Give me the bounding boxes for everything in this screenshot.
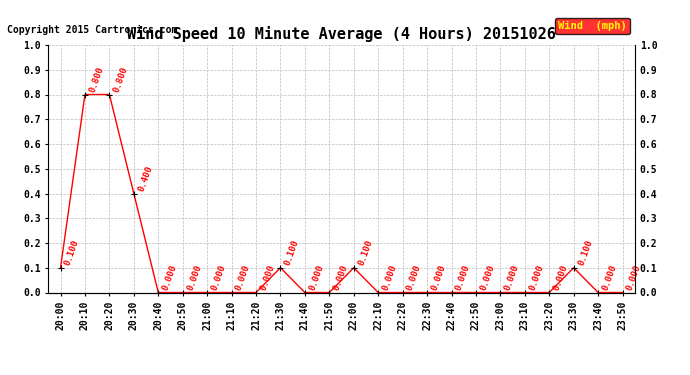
Text: 0.800: 0.800 <box>112 65 130 94</box>
Title: Wind Speed 10 Minute Average (4 Hours) 20151026: Wind Speed 10 Minute Average (4 Hours) 2… <box>127 27 556 42</box>
Text: 0.800: 0.800 <box>88 65 106 94</box>
Text: 0.000: 0.000 <box>625 263 643 292</box>
Text: 0.000: 0.000 <box>454 263 472 292</box>
Text: 0.000: 0.000 <box>552 263 570 292</box>
Text: 0.100: 0.100 <box>283 238 301 267</box>
Text: 0.000: 0.000 <box>601 263 618 292</box>
Text: 0.000: 0.000 <box>161 263 179 292</box>
Text: 0.000: 0.000 <box>186 263 203 292</box>
Text: 0.400: 0.400 <box>137 164 155 193</box>
Text: 0.000: 0.000 <box>381 263 399 292</box>
Text: 0.000: 0.000 <box>308 263 325 292</box>
Text: 0.000: 0.000 <box>406 263 423 292</box>
Text: 0.000: 0.000 <box>503 263 521 292</box>
Text: 0.000: 0.000 <box>259 263 277 292</box>
Text: 0.100: 0.100 <box>576 238 594 267</box>
Text: 0.000: 0.000 <box>332 263 350 292</box>
Text: 0.000: 0.000 <box>430 263 448 292</box>
Text: 0.100: 0.100 <box>63 238 81 267</box>
Legend: Wind  (mph): Wind (mph) <box>555 18 629 34</box>
Text: 0.100: 0.100 <box>357 238 374 267</box>
Text: 0.000: 0.000 <box>479 263 496 292</box>
Text: 0.000: 0.000 <box>235 263 252 292</box>
Text: 0.000: 0.000 <box>528 263 545 292</box>
Text: Copyright 2015 Cartronics.com: Copyright 2015 Cartronics.com <box>7 25 177 35</box>
Text: 0.000: 0.000 <box>210 263 228 292</box>
